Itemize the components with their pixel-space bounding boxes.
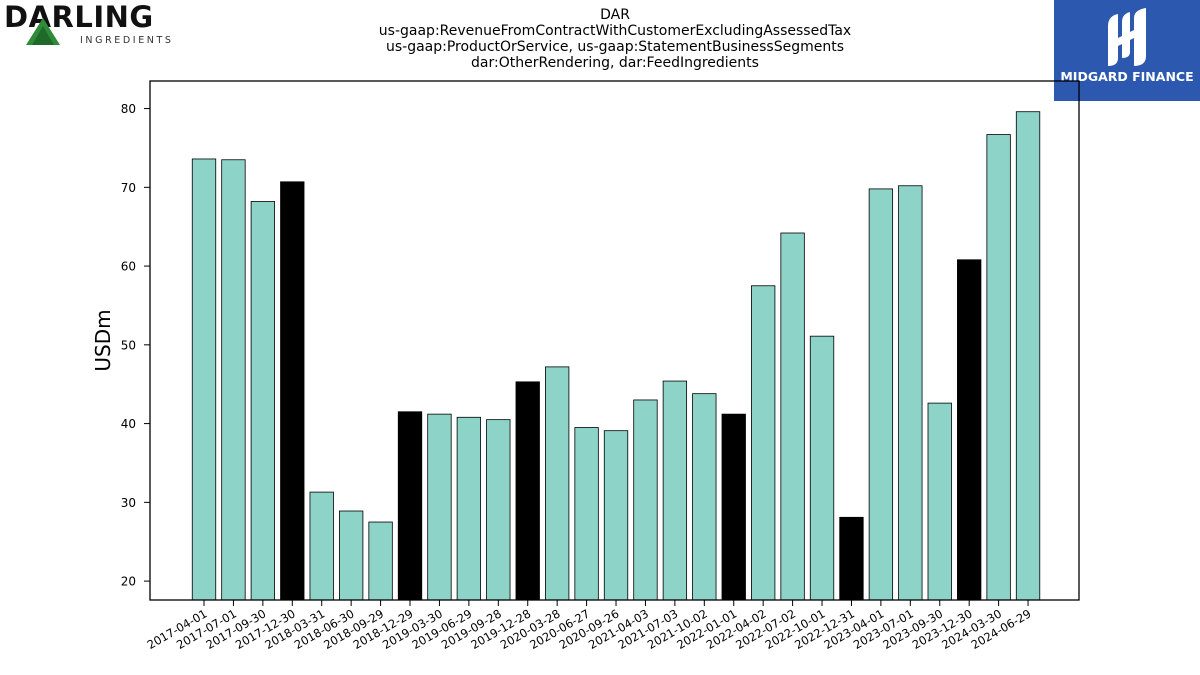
green-triangle-icon <box>26 18 60 45</box>
bar-2022-12-31 <box>839 516 864 601</box>
bar-2023-09-30 <box>927 402 952 601</box>
bar-2021-10-02 <box>692 393 717 601</box>
bar-2018-09-29 <box>368 521 393 601</box>
bar-2020-06-27 <box>574 427 599 601</box>
bar-2019-06-29 <box>456 416 482 601</box>
midgard-m-icon <box>1108 8 1146 66</box>
bar-2024-06-29 <box>1015 111 1041 601</box>
bar-2017-09-30 <box>250 201 276 601</box>
bar-2017-12-30 <box>280 181 305 601</box>
brand-name: MIDGARD FINANCE <box>1060 69 1194 84</box>
bar-2023-04-01 <box>868 188 894 601</box>
logo-subtitle: INGREDIENTS <box>80 35 174 46</box>
bar-2019-09-28 <box>486 419 511 601</box>
bar-2017-04-01 <box>191 158 217 601</box>
bar-2020-09-26 <box>603 430 629 601</box>
y-axis-label: USDm <box>91 309 115 371</box>
bar-2023-07-01 <box>898 185 923 601</box>
midgard-finance-logo: MIDGARD FINANCE <box>1054 0 1200 101</box>
y-tick-label-30: 30 <box>121 496 136 510</box>
y-tick-label-40: 40 <box>121 417 136 431</box>
bar-2018-12-29 <box>397 411 423 601</box>
y-tick-label-50: 50 <box>121 338 136 352</box>
bar-2022-04-02 <box>751 285 776 601</box>
y-tick-label-60: 60 <box>121 260 136 274</box>
plot-frame <box>149 80 1080 601</box>
darling-ingredients-logo: DARLING INGREDIENTS <box>4 0 174 48</box>
bar-2022-07-02 <box>780 232 805 601</box>
bar-2017-07-01 <box>221 159 246 601</box>
logo-wordmark: DARLING <box>4 0 154 34</box>
bar-2021-07-03 <box>662 380 688 601</box>
bar-2019-12-28 <box>515 381 540 601</box>
bar-2018-03-31 <box>309 491 334 601</box>
bar-2019-03-30 <box>427 413 452 601</box>
chart-title-line-4: dar:OtherRendering, dar:FeedIngredients <box>471 55 759 71</box>
y-tick-label-80: 80 <box>121 102 136 116</box>
bar-2022-10-01 <box>809 335 835 601</box>
bar-2022-01-01 <box>721 413 746 601</box>
bar-2018-06-30 <box>338 510 364 601</box>
bar-2024-03-30 <box>986 134 1011 601</box>
bar-2023-12-30 <box>957 259 982 601</box>
bar-2021-04-03 <box>633 399 658 601</box>
chart-title-line-1: DAR <box>600 7 630 23</box>
chart-title-line-3: us-gaap:ProductOrService, us-gaap:Statem… <box>385 39 844 55</box>
y-tick-label-20: 20 <box>121 575 136 589</box>
chart-title-line-2: us-gaap:RevenueFromContractWithCustomerE… <box>378 23 852 39</box>
y-tick-label-70: 70 <box>121 181 136 195</box>
bar-2020-03-28 <box>545 366 570 601</box>
